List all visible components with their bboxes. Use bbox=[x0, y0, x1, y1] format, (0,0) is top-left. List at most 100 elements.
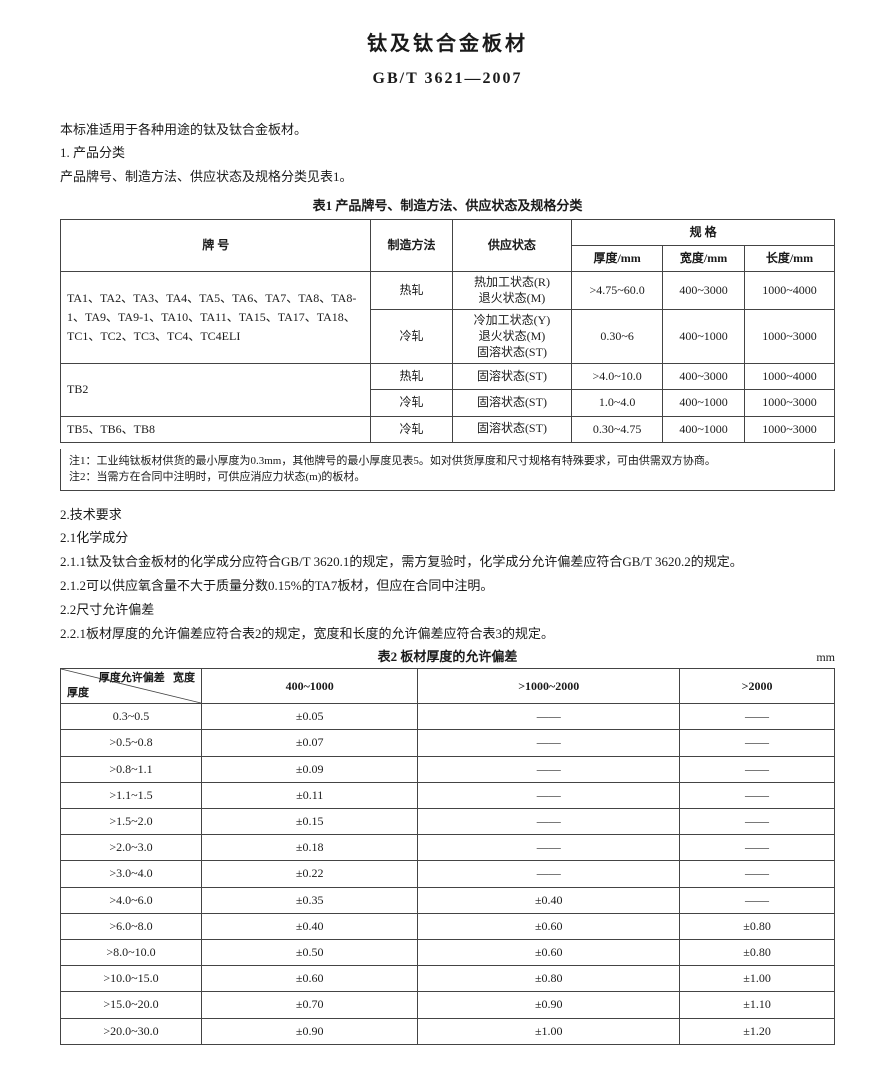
tolerance-cell: ±0.60 bbox=[202, 966, 418, 992]
tolerance-cell: ±0.80 bbox=[680, 939, 835, 965]
cell-method: 冷轧 bbox=[371, 390, 452, 416]
tolerance-cell: —— bbox=[418, 756, 680, 782]
cell-len: 1000~3000 bbox=[745, 416, 835, 442]
thickness-cell: >1.5~2.0 bbox=[61, 809, 202, 835]
table-row: TA1、TA2、TA3、TA4、TA5、TA6、TA7、TA8、TA8-1、TA… bbox=[61, 272, 835, 310]
th-brand: 牌 号 bbox=[61, 219, 371, 271]
brand-cell: TB5、TB6、TB8 bbox=[61, 416, 371, 442]
thickness-cell: >6.0~8.0 bbox=[61, 913, 202, 939]
thickness-cell: >1.1~1.5 bbox=[61, 782, 202, 808]
table-row: >3.0~4.0±0.22———— bbox=[61, 861, 835, 887]
tolerance-cell: —— bbox=[418, 704, 680, 730]
tolerance-cell: —— bbox=[680, 835, 835, 861]
table-row: >1.5~2.0±0.15———— bbox=[61, 809, 835, 835]
table1-notes: 注1：工业纯钛板材供货的最小厚度为0.3mm，其他牌号的最小厚度见表5。如对供货… bbox=[60, 449, 835, 491]
cell-thk: 0.30~6 bbox=[572, 310, 663, 364]
thickness-cell: >20.0~30.0 bbox=[61, 1018, 202, 1044]
cell-thk: >4.0~10.0 bbox=[572, 364, 663, 390]
section-2-1-1: 2.1.1钛及钛合金板材的化学成分应符合GB/T 3620.1的规定，需方复验时… bbox=[60, 552, 835, 573]
tolerance-cell: —— bbox=[418, 835, 680, 861]
cell-len: 1000~4000 bbox=[745, 272, 835, 310]
tolerance-cell: ±0.22 bbox=[202, 861, 418, 887]
cell-len: 1000~3000 bbox=[745, 310, 835, 364]
table-row: >8.0~10.0±0.50±0.60±0.80 bbox=[61, 939, 835, 965]
cell-method: 冷轧 bbox=[371, 310, 452, 364]
cell-method: 冷轧 bbox=[371, 416, 452, 442]
tolerance-cell: ±0.15 bbox=[202, 809, 418, 835]
th-spec: 规 格 bbox=[572, 219, 835, 245]
intro-text: 本标准适用于各种用途的钛及钛合金板材。 bbox=[60, 120, 835, 141]
th-supply: 供应状态 bbox=[452, 219, 571, 271]
section-1-text: 产品牌号、制造方法、供应状态及规格分类见表1。 bbox=[60, 167, 835, 188]
th-width: 宽度/mm bbox=[663, 245, 745, 271]
table2-corner: 厚度允许偏差 宽度 厚度 bbox=[61, 669, 201, 703]
table-1: 牌 号 制造方法 供应状态 规 格 厚度/mm 宽度/mm 长度/mm TA1、… bbox=[60, 219, 835, 443]
cell-supply: 冷加工状态(Y)退火状态(M)固溶状态(ST) bbox=[452, 310, 571, 364]
table-row: >20.0~30.0±0.90±1.00±1.20 bbox=[61, 1018, 835, 1044]
section-2-1-heading: 2.1化学成分 bbox=[60, 528, 835, 549]
table-row: >1.1~1.5±0.11———— bbox=[61, 782, 835, 808]
table1-note1: 注1：工业纯钛板材供货的最小厚度为0.3mm，其他牌号的最小厚度见表5。如对供货… bbox=[69, 453, 826, 470]
tolerance-cell: —— bbox=[680, 887, 835, 913]
thickness-cell: >0.8~1.1 bbox=[61, 756, 202, 782]
tolerance-cell: —— bbox=[680, 756, 835, 782]
tolerance-cell: ±1.10 bbox=[680, 992, 835, 1018]
cell-wid: 400~3000 bbox=[663, 364, 745, 390]
tolerance-cell: ±0.40 bbox=[202, 913, 418, 939]
tolerance-cell: —— bbox=[680, 782, 835, 808]
t2-col-0: 400~1000 bbox=[202, 669, 418, 704]
thickness-cell: >2.0~3.0 bbox=[61, 835, 202, 861]
tolerance-cell: —— bbox=[680, 730, 835, 756]
cell-supply: 固溶状态(ST) bbox=[452, 416, 571, 442]
table-2: 厚度允许偏差 宽度 厚度 400~1000 >1000~2000 >2000 0… bbox=[60, 668, 835, 1044]
table-row: >0.5~0.8±0.07———— bbox=[61, 730, 835, 756]
diag-mid-label: 厚度允许偏差 bbox=[99, 672, 165, 684]
cell-method: 热轧 bbox=[371, 272, 452, 310]
thickness-cell: >0.5~0.8 bbox=[61, 730, 202, 756]
diag-bot-label: 厚度 bbox=[67, 685, 89, 703]
standard-code: GB/T 3621—2007 bbox=[60, 66, 835, 92]
tolerance-cell: —— bbox=[680, 704, 835, 730]
table-row: TB5、TB6、TB8冷轧固溶状态(ST)0.30~4.75400~100010… bbox=[61, 416, 835, 442]
tolerance-cell: ±0.07 bbox=[202, 730, 418, 756]
tolerance-cell: ±0.35 bbox=[202, 887, 418, 913]
tolerance-cell: ±0.05 bbox=[202, 704, 418, 730]
tolerance-cell: —— bbox=[680, 861, 835, 887]
table1-note2: 注2：当需方在合同中注明时，可供应消应力状态(m)的板材。 bbox=[69, 469, 826, 486]
th-length: 长度/mm bbox=[745, 245, 835, 271]
table2-unit: mm bbox=[795, 648, 835, 667]
cell-supply: 固溶状态(ST) bbox=[452, 364, 571, 390]
cell-len: 1000~3000 bbox=[745, 390, 835, 416]
tolerance-cell: ±0.90 bbox=[418, 992, 680, 1018]
section-2-heading: 2.技术要求 bbox=[60, 505, 835, 526]
table-row: >15.0~20.0±0.70±0.90±1.10 bbox=[61, 992, 835, 1018]
tolerance-cell: ±0.60 bbox=[418, 913, 680, 939]
cell-len: 1000~4000 bbox=[745, 364, 835, 390]
tolerance-cell: ±0.09 bbox=[202, 756, 418, 782]
thickness-cell: >15.0~20.0 bbox=[61, 992, 202, 1018]
table-row: >2.0~3.0±0.18———— bbox=[61, 835, 835, 861]
brand-cell: TB2 bbox=[61, 364, 371, 416]
tolerance-cell: ±0.11 bbox=[202, 782, 418, 808]
tolerance-cell: ±0.90 bbox=[202, 1018, 418, 1044]
tolerance-cell: ±0.50 bbox=[202, 939, 418, 965]
tolerance-cell: —— bbox=[418, 861, 680, 887]
th-thickness: 厚度/mm bbox=[572, 245, 663, 271]
cell-wid: 400~1000 bbox=[663, 310, 745, 364]
tolerance-cell: —— bbox=[418, 809, 680, 835]
tolerance-cell: ±1.00 bbox=[418, 1018, 680, 1044]
cell-method: 热轧 bbox=[371, 364, 452, 390]
cell-supply: 固溶状态(ST) bbox=[452, 390, 571, 416]
cell-wid: 400~3000 bbox=[663, 272, 745, 310]
tolerance-cell: ±0.18 bbox=[202, 835, 418, 861]
table-row: 0.3~0.5±0.05———— bbox=[61, 704, 835, 730]
thickness-cell: >10.0~15.0 bbox=[61, 966, 202, 992]
table-row: >0.8~1.1±0.09———— bbox=[61, 756, 835, 782]
diag-top-label: 宽度 bbox=[173, 672, 195, 684]
cell-wid: 400~1000 bbox=[663, 390, 745, 416]
thickness-cell: >4.0~6.0 bbox=[61, 887, 202, 913]
thickness-cell: >3.0~4.0 bbox=[61, 861, 202, 887]
brand-cell: TA1、TA2、TA3、TA4、TA5、TA6、TA7、TA8、TA8-1、TA… bbox=[61, 272, 371, 364]
tolerance-cell: ±0.80 bbox=[418, 966, 680, 992]
cell-thk: 0.30~4.75 bbox=[572, 416, 663, 442]
